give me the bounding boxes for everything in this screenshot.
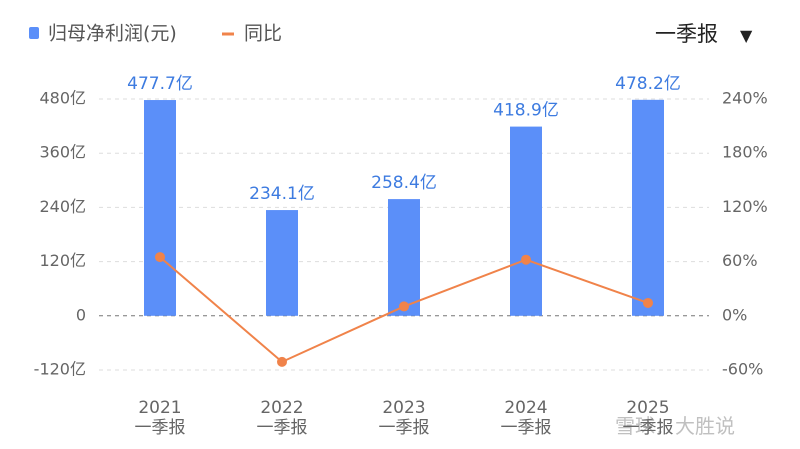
y2-tick-label: -60% bbox=[722, 360, 763, 379]
line-point bbox=[521, 254, 531, 265]
y-tick-label: 120亿 bbox=[39, 251, 86, 270]
legend-label: 同比 bbox=[244, 23, 282, 45]
line-point bbox=[399, 301, 409, 312]
value-label: 234.1亿 bbox=[249, 184, 315, 204]
y-tick-label: 480亿 bbox=[39, 89, 86, 108]
y-tick-label: 240亿 bbox=[39, 197, 86, 216]
y2-tick-label: 0% bbox=[722, 305, 747, 324]
bar bbox=[144, 100, 176, 316]
y2-tick-label: 180% bbox=[722, 143, 768, 162]
y2-tick-label: 120% bbox=[722, 197, 768, 216]
y-tick-label: 0 bbox=[76, 305, 86, 324]
value-label: 418.9亿 bbox=[493, 101, 559, 121]
line-point bbox=[643, 297, 653, 308]
value-label: 477.7亿 bbox=[127, 74, 193, 94]
period-selector[interactable]: 一季报 ▼ bbox=[655, 18, 752, 48]
line-point bbox=[277, 356, 287, 367]
y2-tick-label: 60% bbox=[722, 251, 758, 270]
bar bbox=[388, 199, 420, 316]
bar bbox=[632, 99, 664, 316]
dropdown-arrow[interactable]: ▼ bbox=[740, 26, 753, 45]
bar bbox=[510, 126, 542, 316]
x-tick-label: 2023 一季报 bbox=[378, 398, 430, 438]
x-tick-label: 2021 一季报 bbox=[134, 398, 186, 438]
y-tick-label: -120亿 bbox=[34, 360, 86, 379]
legend-swatch bbox=[29, 27, 39, 39]
period-label[interactable]: 一季报 bbox=[655, 22, 718, 46]
value-label: 478.2亿 bbox=[615, 74, 681, 94]
y2-tick-label: 240% bbox=[722, 89, 768, 108]
y-tick-label: 360亿 bbox=[39, 143, 86, 162]
x-tick-label: 2024 一季报 bbox=[500, 398, 552, 438]
bar bbox=[266, 210, 298, 316]
watermark: 雪球：大胜说 bbox=[615, 414, 735, 438]
legend-label: 归母净利润(元) bbox=[48, 23, 177, 45]
value-label: 258.4亿 bbox=[371, 173, 437, 193]
x-tick-label: 2022 一季报 bbox=[256, 398, 308, 438]
line-point bbox=[155, 252, 165, 263]
x-tick-label: 2025 一季报 bbox=[622, 398, 674, 438]
